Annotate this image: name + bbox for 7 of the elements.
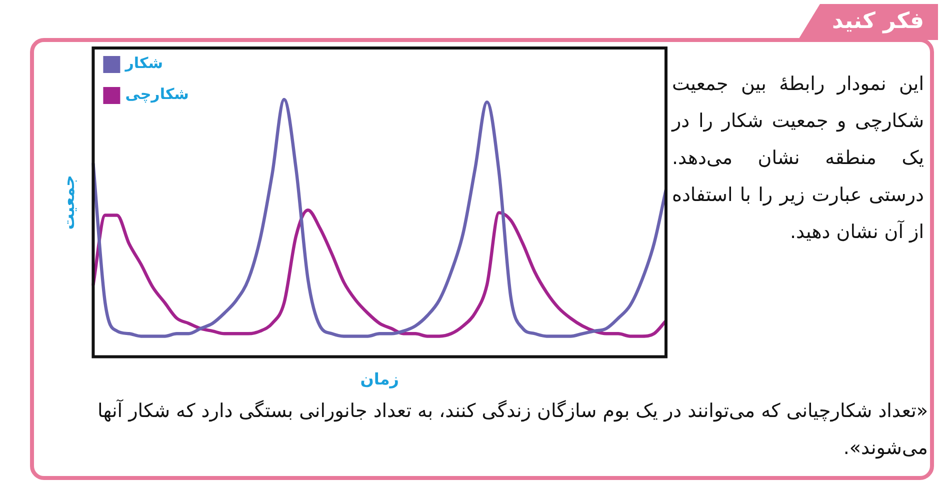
legend-label: شکار <box>124 54 163 72</box>
text: فکر کنید <box>798 4 938 40</box>
legend-label: شکارچی <box>125 84 189 103</box>
text: «تعداد شکارچیانی که می‌توانند در یک بوم سازگان زندگی کنند، به تعداد جانورانی بستگی دارد که شکار آنها می‌شوند». <box>96 398 928 461</box>
x-axis-title: زمان <box>360 370 399 389</box>
text: این نمودار رابطهٔ بین جمعیت شکارچی و جمعیت شکار را در یک منطقه نشان می‌دهد. درستی عبارت زیر را با استفاده از آن نشان دهید. <box>672 72 924 245</box>
y-axis-title: جمعیت <box>58 175 78 230</box>
